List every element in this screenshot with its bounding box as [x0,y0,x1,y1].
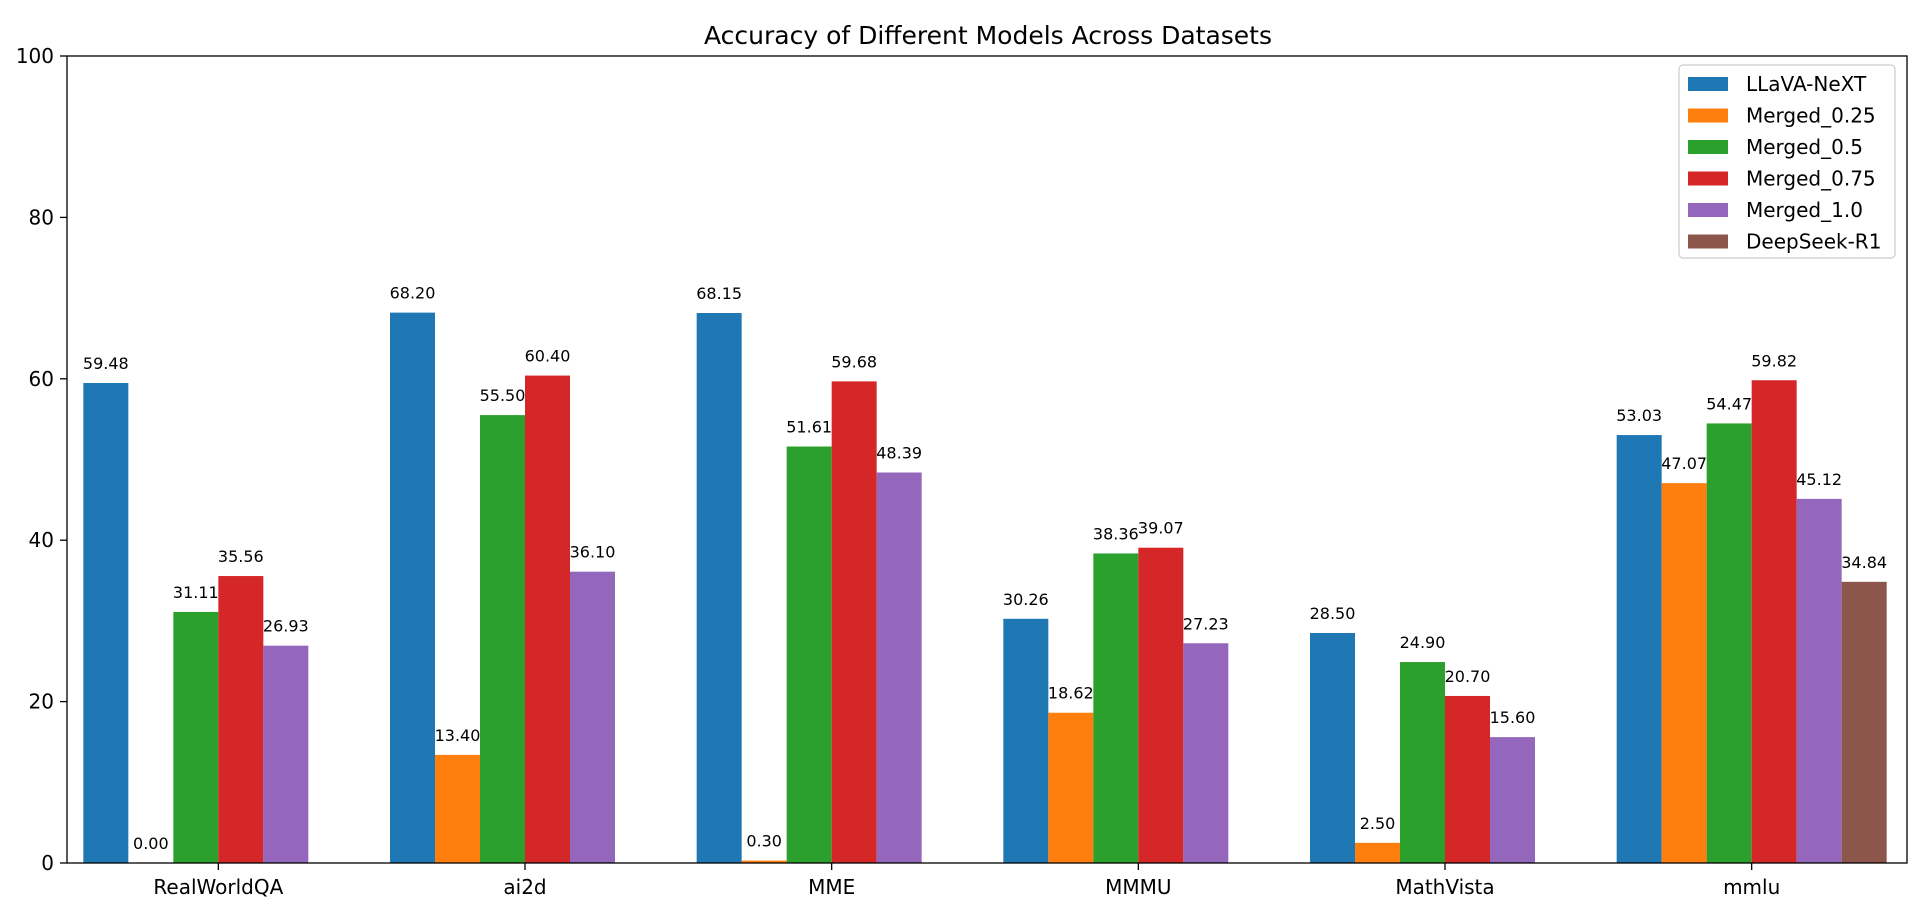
data-label: 68.15 [696,284,742,303]
y-tick-label: 40 [29,528,54,552]
data-label: 47.07 [1661,454,1707,473]
data-label: 30.26 [1003,590,1049,609]
legend-swatch [1688,140,1728,154]
legend-entry[interactable]: Merged_1.0 [1746,198,1863,222]
data-label: 31.11 [173,583,219,602]
x-tick-label: RealWorldQA [153,875,283,899]
y-tick-label: 20 [29,690,54,714]
bar [570,571,615,863]
legend-swatch [1688,108,1728,123]
data-label: 68.20 [390,284,436,303]
y-tick-label: 100 [16,44,54,68]
legend[interactable]: LLaVA-NeXT Merged_0.25 Merged_0.5 Merged_0.… [1678,64,1896,259]
x-tick-label: MME [808,875,855,899]
legend-entry[interactable]: LLaVA-NeXT [1746,72,1867,96]
data-label: 2.50 [1360,814,1396,833]
bar [1310,633,1355,863]
y-tick-label: 0 [41,851,54,875]
data-label: 34.84 [1841,553,1887,572]
bar [390,312,435,864]
x-tick-label: mmlu [1723,875,1780,899]
data-label: 39.07 [1138,519,1184,538]
bar [786,446,832,863]
data-label: 55.50 [480,386,526,405]
data-label: 35.56 [218,547,264,566]
bar [1841,581,1887,863]
bar [696,313,742,863]
legend-swatch [1688,203,1728,217]
bar [525,375,570,863]
data-label: 18.62 [1048,684,1094,703]
bar [1706,423,1752,863]
bar [1093,553,1139,863]
data-label: 24.90 [1400,633,1446,652]
bars-layer [83,312,1887,864]
data-label: 26.93 [263,617,309,636]
data-label: 36.10 [570,543,616,562]
bar [1183,643,1229,863]
legend-swatch [1688,234,1728,249]
bar [1796,498,1842,863]
bar [831,381,877,863]
bar [1661,483,1707,863]
data-label: 59.82 [1751,351,1797,370]
data-label: 38.36 [1093,524,1139,543]
legend-frame [1678,64,1896,259]
chart-title: Accuracy of Different Models Across Data… [704,21,1272,50]
bar [480,415,525,863]
y-axis: 0 20 40 60 80 100 [16,44,67,875]
bar [435,754,480,863]
bar [1003,618,1049,863]
data-label: 48.39 [876,443,922,462]
bar [263,645,309,863]
data-label: 60.40 [525,347,571,366]
data-label: 53.03 [1616,406,1662,425]
bar [1355,842,1400,863]
data-label: 54.47 [1706,394,1752,413]
bar [1048,712,1094,863]
bar [1616,435,1662,863]
bar [1751,380,1797,863]
legend-entry[interactable]: DeepSeek-R1 [1746,230,1881,254]
bar [876,472,922,863]
data-label: 51.61 [786,418,832,437]
legend-entry[interactable]: Merged_0.5 [1746,135,1863,159]
x-axis: RealWorldQA ai2d MME MMMU MathVista mmlu [153,863,1780,899]
data-label: 15.60 [1490,708,1536,727]
legend-entry[interactable]: Merged_0.75 [1746,167,1876,191]
legend-swatch [1688,77,1728,91]
data-labels-layer: 59.48 68.20 68.15 30.26 28.50 53.03 0.00 13.40 0… [83,284,1887,853]
data-label: 59.68 [831,352,877,371]
y-tick-label: 60 [29,367,54,391]
x-tick-label: ai2d [503,875,546,899]
bar [218,576,264,863]
x-tick-label: MathVista [1395,875,1494,899]
data-label: 59.48 [83,354,129,373]
legend-entry[interactable]: Merged_0.25 [1746,104,1876,128]
bar [173,611,219,863]
data-label: 45.12 [1796,470,1842,489]
bar [1490,737,1535,863]
x-tick-label: MMMU [1105,875,1171,899]
data-label: 13.40 [435,726,481,745]
bar [1400,662,1445,863]
bar [83,382,129,863]
data-label: 28.50 [1310,604,1356,623]
legend-swatch [1688,171,1728,186]
y-tick-label: 80 [29,205,54,229]
data-label: 0.30 [746,832,782,851]
plot-area-frame [66,55,1908,864]
data-label: 0.00 [133,834,169,853]
bar [1138,547,1184,863]
bar [1445,695,1490,863]
data-label: 20.70 [1445,667,1491,686]
data-label: 27.23 [1183,614,1229,633]
bar [741,860,787,863]
